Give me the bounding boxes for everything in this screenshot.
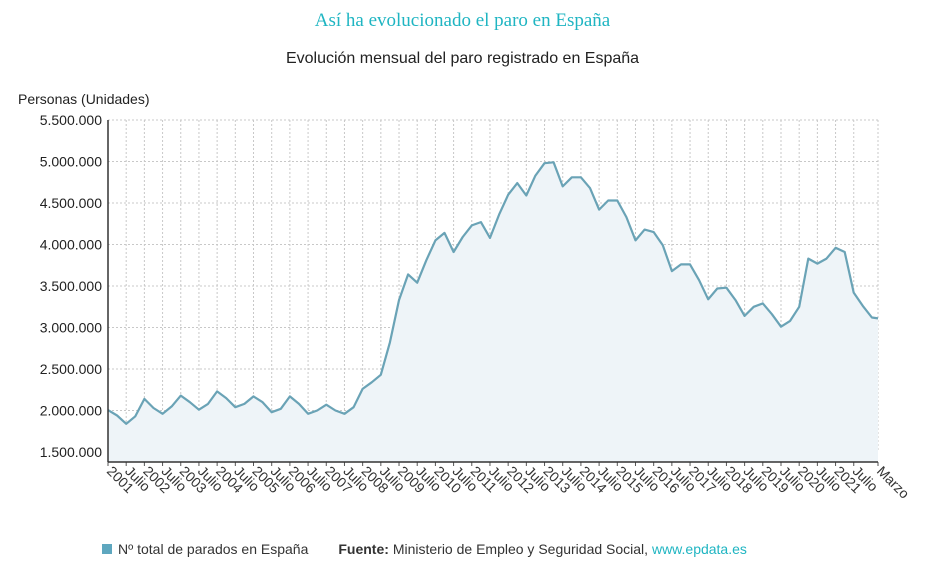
chart-subtitle: Evolución mensual del paro registrado en… — [285, 50, 640, 67]
legend-swatch — [102, 544, 112, 554]
legend-label[interactable]: Nº total de parados en España — [118, 541, 309, 557]
y-tick-label: 4.000.000 — [40, 237, 102, 253]
footer: Nº total de parados en España Fuente: Mi… — [102, 541, 747, 557]
y-tick-label: 3.000.000 — [40, 320, 102, 336]
y-tick-label: 3.500.000 — [40, 278, 102, 294]
y-tick-label: 5.500.000 — [40, 112, 102, 128]
series-line — [107, 161, 879, 425]
y-tick-label: 4.500.000 — [40, 195, 102, 211]
source-label: Fuente: — [338, 541, 389, 557]
y-tick-label: 1.500.000 — [40, 444, 102, 460]
y-tick-label: 2.000.000 — [40, 403, 102, 419]
y-tick-label: 5.000.000 — [40, 154, 102, 170]
y-tick-label: 2.500.000 — [40, 361, 102, 377]
chart-title: Así ha evolucionado el paro en España — [314, 10, 611, 31]
source-text: Ministerio de Empleo y Seguridad Social, — [392, 541, 649, 557]
y-axis-label: Personas (Unidades) — [18, 91, 150, 107]
series-area — [108, 162, 878, 463]
epdata-link[interactable]: www.epdata.es — [651, 541, 747, 557]
